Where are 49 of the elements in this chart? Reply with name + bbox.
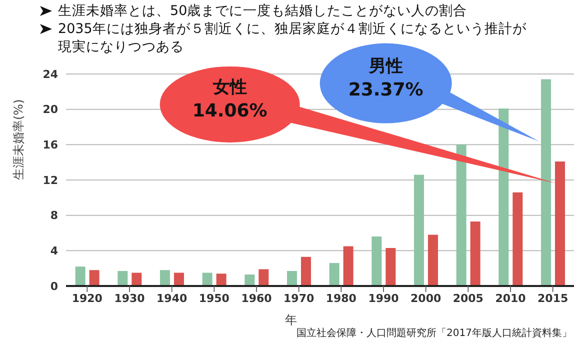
bar	[414, 174, 424, 286]
x-tick-label: 1930	[114, 292, 146, 305]
x-tick-label: 2000	[410, 292, 442, 305]
x-tick-label: 1980	[326, 292, 357, 305]
x-tick-label: 1950	[198, 292, 230, 305]
x-tick-label: 2010	[495, 292, 526, 305]
bar	[202, 272, 212, 286]
bar	[372, 236, 382, 286]
x-tick-label: 2005	[452, 292, 484, 305]
bar	[498, 108, 509, 286]
x-tick-label: 1920	[72, 292, 103, 305]
y-tick-label: 0	[50, 280, 58, 293]
y-tick-label: 24	[42, 68, 58, 81]
bar	[258, 269, 269, 286]
x-tick-label: 2015	[538, 292, 568, 305]
bar	[456, 144, 466, 286]
x-tick-label: 1940	[156, 292, 188, 305]
x-tick-label: 1960	[241, 292, 272, 305]
annotation: 女性 14.06%	[192, 77, 268, 122]
y-tick-label: 12	[42, 174, 58, 187]
bar	[343, 246, 354, 286]
bar	[286, 270, 297, 286]
y-tick-label: 4	[50, 244, 58, 258]
bar	[244, 274, 255, 286]
bar	[75, 266, 86, 286]
y-tick-label: 16	[42, 138, 58, 152]
y-tick-label: 20	[42, 103, 58, 116]
bar	[132, 272, 142, 286]
text: 国立社会保障・人口問題研究所「2017年版人口統計資料集」	[296, 326, 572, 340]
x-tick-label: 1970	[284, 292, 314, 305]
y-axis-title: 生涯未婚率(%)	[11, 99, 26, 180]
bar	[216, 274, 226, 286]
bar	[118, 270, 128, 286]
bar	[89, 270, 100, 286]
bar	[160, 270, 170, 286]
bar	[329, 263, 340, 286]
chart-title: 生涯未婚率とは、50歳までに一度も結婚したことがない人の割合	[58, 2, 468, 20]
bar	[300, 256, 311, 286]
annotation: 男性 23.37%	[348, 56, 424, 100]
x-axis-title: 年	[284, 312, 297, 329]
bar	[386, 248, 396, 286]
x-tick-label: 1990	[368, 292, 400, 305]
bar	[554, 161, 565, 286]
bar	[512, 192, 523, 286]
y-tick-label: 8	[50, 209, 58, 222]
bar	[470, 222, 480, 286]
bar	[174, 272, 184, 286]
bar	[540, 79, 551, 286]
bar	[428, 234, 438, 286]
